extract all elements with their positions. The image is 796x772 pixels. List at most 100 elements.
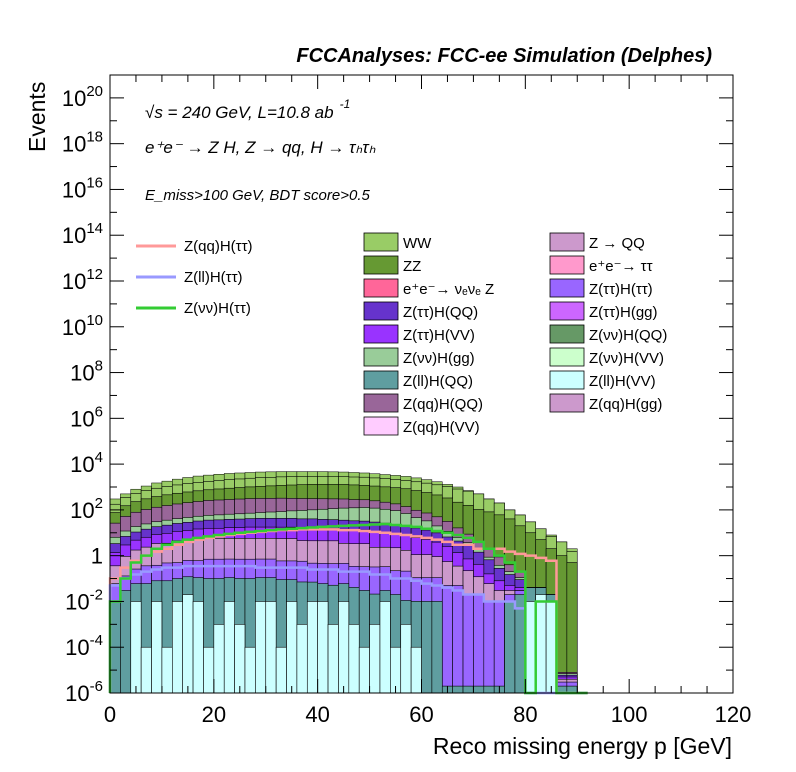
y-axis-label: Events (24, 82, 50, 152)
legend-label: Z(νν)H(ττ) (184, 300, 251, 317)
legend-label: Z(ll)H(ττ) (184, 269, 243, 286)
bar-z-ll-h-vv- (379, 601, 391, 694)
bar-z-ll-h-qq- (473, 685, 485, 694)
bar-z-ll-h-vv- (213, 624, 225, 694)
legend-label: Z(ττ)H(ττ) (589, 281, 653, 298)
signal-line-z-qq-h- (108, 528, 588, 695)
bar-z-ll-h-vv- (535, 594, 547, 694)
bar-z-h- (441, 585, 453, 694)
signal-histograms (108, 522, 588, 695)
annotation-line2: e⁺e⁻ → Z H, Z → qq, H → τₕτₕ (145, 138, 376, 157)
bar-z-ll-h-vv- (172, 601, 183, 694)
legend-swatch (363, 416, 399, 436)
legend-swatch (363, 232, 399, 252)
legend-label: Z(νν)H(VV) (589, 350, 664, 367)
legend-label: Z → QQ (589, 235, 645, 252)
bar-z-ll-h-vv- (130, 601, 142, 694)
legend-swatch (549, 393, 585, 413)
x-tick-label: 120 (715, 702, 752, 727)
legend-swatch (549, 278, 585, 298)
legend-swatch (363, 324, 399, 344)
bar-z-ll-h-qq- (431, 601, 443, 694)
bar-z-ll-h-qq- (120, 590, 132, 694)
y-tick-label: 1018 (62, 129, 103, 157)
bar-z-h- (473, 594, 485, 694)
y-tick-label: 10-6 (65, 678, 103, 706)
legend-label: Z(qq)H(VV) (403, 419, 480, 436)
bar-z-ll-h-qq- (452, 685, 464, 694)
y-tick-label: 1 (91, 544, 103, 569)
legend-label: e⁺e⁻→ νₑνₑ Z (403, 281, 494, 298)
legend-label: Z(ττ)H(VV) (403, 327, 475, 344)
annotation-line1: √s = 240 GeV, L=10.8 ab -1 (145, 97, 350, 122)
y-tick-label: 10-4 (65, 632, 103, 660)
bar-z-ll-h-vv- (327, 624, 339, 694)
bar-z-ll-h-vv- (317, 601, 329, 694)
bar-z-ll-h-vv- (255, 601, 267, 694)
bar-z-ll-h-vv- (192, 601, 204, 694)
bar-z-h- (462, 594, 474, 694)
bar-z-ll-h-vv- (182, 594, 194, 694)
legend-swatch (363, 393, 399, 413)
y-tick-label: 1012 (62, 266, 103, 294)
legend-swatch (549, 255, 585, 275)
bar-z-ll-h-vv- (369, 624, 381, 694)
legend-swatch (549, 232, 585, 252)
bar-z-ll-h-vv- (338, 601, 350, 694)
bar-z-ll-h-qq- (483, 685, 495, 694)
axes: 0 20 40 60 80 100 120 10-6 10-4 10-2 1 102 104 106 108… (62, 74, 752, 727)
bar-z-h- (452, 585, 464, 694)
bar-z-ll-h-vv- (265, 601, 277, 694)
x-axis-label: Reco missing energy p [GeV] (433, 733, 732, 759)
legend-swatch (549, 347, 585, 367)
bar-z-ll-h-vv- (275, 646, 287, 694)
y-tick-label: 10-2 (65, 586, 103, 614)
annotation-line3: E_miss>100 GeV, BDT score>0.5 (145, 187, 370, 204)
legend-label: Z(qq)H(QQ) (403, 396, 483, 413)
bar-z-ll-h-vv- (151, 601, 163, 694)
bar-z-ll-h-qq- (462, 685, 474, 694)
bar-z-ll-h-vv- (234, 624, 246, 694)
x-tick-label: 20 (202, 702, 226, 727)
y-tick-label: 102 (70, 495, 103, 523)
legend-label: WW (403, 235, 432, 252)
legend-label: ZZ (403, 258, 421, 275)
legend-swatch (549, 301, 585, 321)
annotation-block: √s = 240 GeV, L=10.8 ab -1 e⁺e⁻ → Z H, Z … (145, 97, 376, 204)
legend-label: Z(ττ)H(QQ) (403, 304, 478, 321)
legend: Z(qq)H(ττ) Z(ll)H(ττ) Z(νν)H(ττ) WW ZZ e⁺e⁻→ … (136, 232, 667, 436)
y-tick-label: 1014 (62, 220, 103, 248)
bar-z-ll-h-vv- (410, 646, 422, 694)
bar-z-ll-h-vv- (400, 624, 412, 694)
legend-swatch (549, 324, 585, 344)
y-tick-label: 104 (70, 449, 103, 477)
bar-z-ll-h-vv- (244, 646, 256, 694)
legend-swatch (549, 370, 585, 390)
y-tick-label: 1016 (62, 174, 103, 202)
legend-label: Z(ττ)H(gg) (589, 304, 658, 321)
legend-swatch (363, 347, 399, 367)
bar-z-h- (483, 601, 495, 694)
bar-z-h- (493, 601, 505, 694)
bar-z-ll-h-vv- (286, 601, 298, 694)
bar-z-ll-h-vv- (140, 646, 152, 694)
y-tick-label: 106 (70, 403, 103, 431)
legend-label: Z(ll)H(VV) (589, 373, 656, 390)
x-tick-label: 40 (305, 702, 329, 727)
y-tick-label: 108 (70, 358, 103, 386)
bar-z-ll-h-vv- (525, 601, 537, 694)
legend-label: Z(qq)H(gg) (589, 396, 662, 413)
legend-swatch (363, 370, 399, 390)
legend-label: e⁺e⁻→ ττ (589, 258, 653, 275)
signal-line-z-h- (108, 522, 588, 695)
x-tick-label: 60 (409, 702, 433, 727)
chart-title: FCCAnalyses: FCC-ee Simulation (Delphes) (296, 45, 712, 67)
y-tick-label: 1010 (62, 312, 103, 340)
legend-label: Z(ll)H(QQ) (403, 373, 473, 390)
legend-swatch (363, 278, 399, 298)
legend-swatch (363, 255, 399, 275)
x-tick-label: 0 (104, 702, 116, 727)
bar-z-ll-h-vv- (161, 646, 173, 694)
bar-z-ll-h-vv- (223, 601, 235, 694)
